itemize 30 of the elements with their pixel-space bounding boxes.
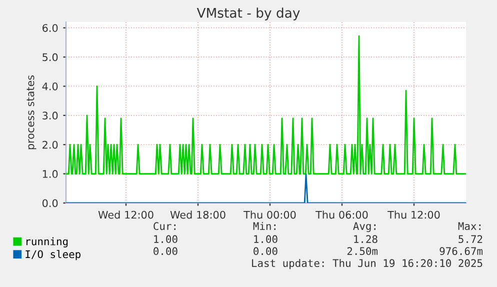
text: Last update: Thu Jun 19 16:20:10 2025: [252, 258, 482, 270]
text: 2.50m: [347, 247, 378, 256]
line-series: [66, 35, 466, 174]
text: 1.00: [254, 235, 278, 244]
text: 5.72: [458, 235, 482, 244]
text: 976.67m: [440, 247, 483, 256]
y-tick-label: 0.0: [42, 199, 58, 208]
text: 1.28: [354, 235, 378, 244]
y-tick-label: 1.0: [42, 170, 58, 178]
y-tick-label: 2.0: [42, 140, 58, 149]
x-tick-label: Thu 06:00: [316, 210, 368, 219]
y-tick-label: 3.0: [42, 112, 58, 120]
legend-label: running: [26, 237, 68, 248]
x-tick-label: Wed 12:00: [98, 210, 154, 219]
x-tick-label: Wed 18:00: [170, 210, 226, 219]
y-axis-title: process states: [26, 75, 36, 150]
y-tick-label: 6.0: [42, 24, 58, 32]
legend-label: I/O sleep: [26, 250, 80, 260]
x-tick-label: Thu 00:00: [244, 210, 296, 219]
text: 0.00: [254, 247, 278, 256]
chart-title: VMstat - by day: [196, 8, 300, 20]
text: Avg:: [353, 222, 376, 232]
text: 1.00: [154, 235, 178, 244]
text: Cur:: [154, 222, 176, 230]
text: 0.00: [154, 247, 178, 256]
y-tick-label: 5.0: [42, 53, 58, 62]
y-tick-label: 4.0: [42, 82, 58, 90]
text: Max:: [458, 222, 480, 230]
x-tick-label: Thu 12:00: [388, 210, 440, 219]
text: Min:: [253, 222, 276, 230]
